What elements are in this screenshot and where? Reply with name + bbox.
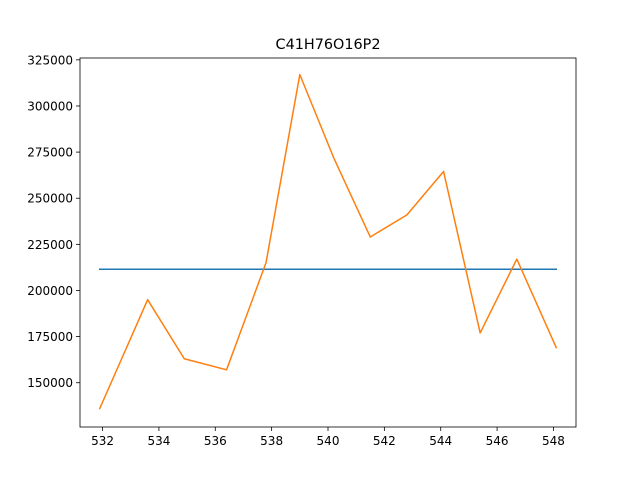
y-tick-label: 275000 (27, 146, 73, 160)
y-tick-label: 300000 (27, 99, 73, 113)
y-tick-label: 150000 (27, 376, 73, 390)
x-tick-label: 542 (373, 434, 396, 448)
y-tick-label: 250000 (27, 192, 73, 206)
x-tick-label: 536 (204, 434, 227, 448)
y-tick-label: 200000 (27, 284, 73, 298)
x-tick-label: 532 (91, 434, 114, 448)
x-tick-label: 538 (260, 434, 283, 448)
x-tick-label: 546 (486, 434, 509, 448)
chart-title: C41H76O16P2 (276, 37, 381, 53)
series-2-points (99, 74, 557, 409)
x-tick-label: 540 (317, 434, 340, 448)
y-tick-label: 175000 (27, 330, 73, 344)
x-tick-label: 548 (542, 434, 565, 448)
y-axis: 150000 175000 200000 225000 250000 275000 3000… (27, 53, 80, 390)
x-tick-label: 534 (147, 434, 170, 448)
y-tick-label: 325000 (27, 53, 73, 67)
y-tick-label: 225000 (27, 238, 73, 252)
series-layer (98, 73, 558, 410)
x-axis: 532 534 536 538 540 542 544 546 548 (91, 427, 565, 448)
x-tick-label: 544 (429, 434, 452, 448)
